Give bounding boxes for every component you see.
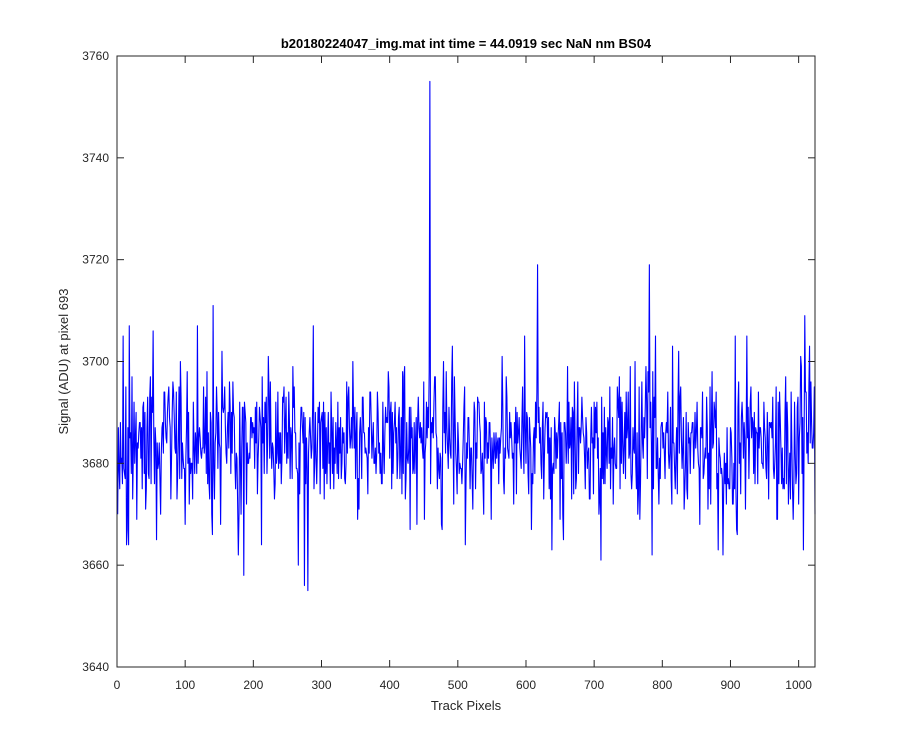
ticks-layer: 0 100 200 300 400 500 600 700 800 900 1000 3640 3660… <box>82 49 815 692</box>
series-layer <box>117 80 816 592</box>
x-tick-label: 800 <box>652 678 672 692</box>
chart-title: b20180224047_img.mat int time = 44.0919 … <box>281 36 652 51</box>
y-tick-label: 3740 <box>82 151 109 165</box>
y-tick-label: 3680 <box>82 456 109 470</box>
series-line-0 <box>117 80 816 592</box>
x-tick-label: 500 <box>448 678 468 692</box>
x-tick-label: 1000 <box>785 678 812 692</box>
y-tick-label: 3760 <box>82 49 109 63</box>
y-tick-label: 3640 <box>82 660 109 674</box>
x-tick-label: 100 <box>175 678 195 692</box>
plot-area <box>117 56 815 667</box>
x-tick-label: 200 <box>243 678 263 692</box>
x-tick-label: 700 <box>584 678 604 692</box>
y-tick-label: 3700 <box>82 355 109 369</box>
x-tick-label: 600 <box>516 678 536 692</box>
x-tick-label: 300 <box>311 678 331 692</box>
x-tick-label: 900 <box>720 678 740 692</box>
x-tick-label: 0 <box>114 678 121 692</box>
y-tick-label: 3660 <box>82 558 109 572</box>
x-axis-label: Track Pixels <box>431 698 502 713</box>
y-tick-label: 3720 <box>82 253 109 267</box>
x-tick-label: 400 <box>380 678 400 692</box>
y-axis-label: Signal (ADU) at pixel 693 <box>56 289 71 435</box>
